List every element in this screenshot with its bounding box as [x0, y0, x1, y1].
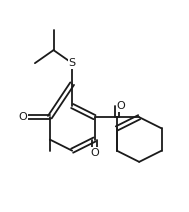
- Text: O: O: [19, 112, 27, 122]
- Text: O: O: [117, 101, 126, 111]
- Text: O: O: [90, 148, 99, 158]
- Text: S: S: [69, 58, 76, 68]
